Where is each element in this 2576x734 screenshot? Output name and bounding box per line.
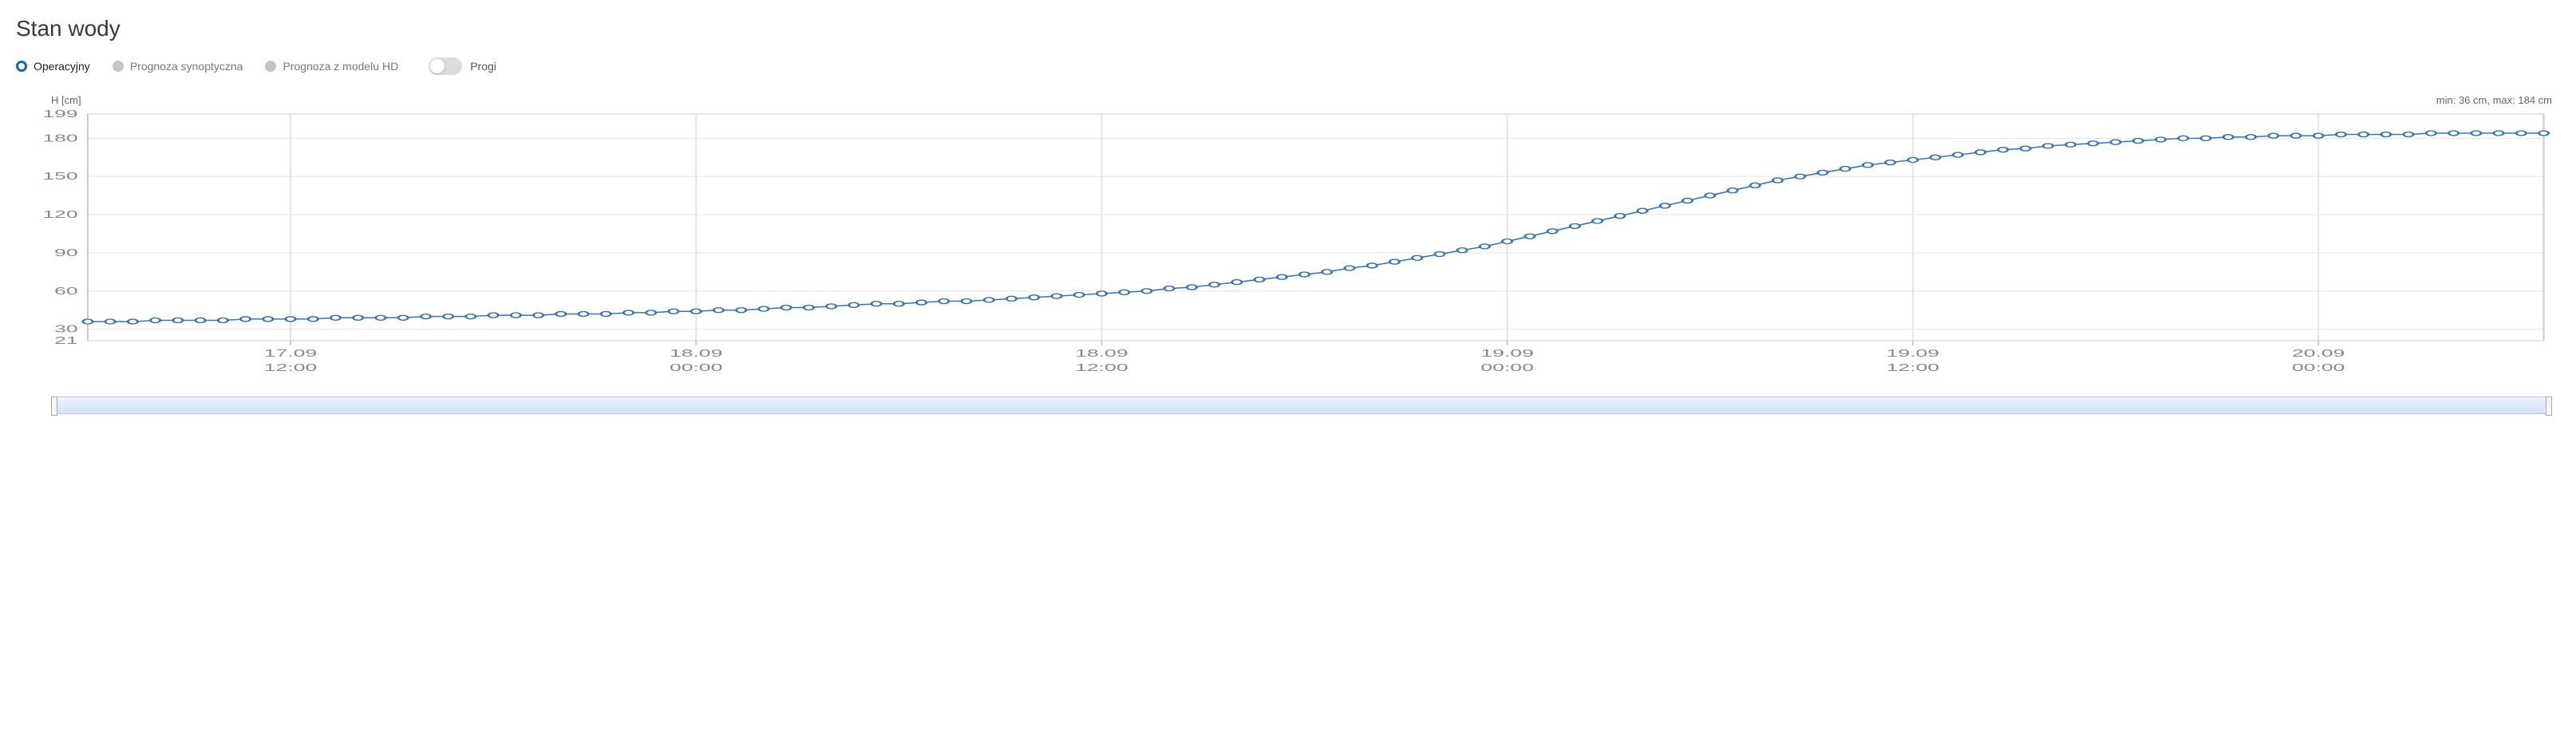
svg-text:00:00: 00:00	[1481, 362, 1534, 373]
range-handle-right[interactable]	[2546, 397, 2552, 416]
legend-item-model-hd[interactable]: Prognoza z modelu HD	[265, 60, 398, 73]
legend-label: Prognoza z modelu HD	[282, 60, 398, 73]
svg-text:90: 90	[54, 247, 78, 258]
svg-text:12:00: 12:00	[1887, 362, 1939, 373]
legend-label: Operacyjny	[34, 60, 90, 73]
line-chart: 2130 60 90 120 150 180 199 17.09 12:00 18.09 00:00…	[16, 109, 2560, 381]
svg-text:150: 150	[42, 171, 77, 182]
svg-text:00:00: 00:00	[2292, 362, 2345, 373]
svg-text:00:00: 00:00	[670, 362, 722, 373]
svg-text:18.09: 18.09	[670, 348, 722, 359]
range-handle-left[interactable]	[51, 397, 57, 416]
page-title: Stan wody	[16, 16, 2560, 41]
svg-text:21: 21	[54, 335, 78, 346]
legend-row: Operacyjny Prognoza synoptyczna Prognoza…	[16, 57, 2560, 75]
y-axis-label: H [cm]	[51, 94, 81, 106]
svg-text:12:00: 12:00	[264, 362, 317, 373]
svg-text:30: 30	[54, 323, 78, 334]
svg-text:17.09: 17.09	[264, 348, 317, 359]
circle-icon	[16, 61, 27, 72]
circle-icon	[265, 61, 276, 72]
svg-text:60: 60	[54, 286, 78, 297]
chart-stats: min: 36 cm, max: 184 cm	[2436, 94, 2552, 106]
svg-text:18.09: 18.09	[1075, 348, 1128, 359]
legend-item-synoptyczna[interactable]: Prognoza synoptyczna	[113, 60, 243, 73]
chart-svg: 2130 60 90 120 150 180 199 17.09 12:00 18.09 00:00…	[16, 109, 2560, 381]
svg-text:20.09: 20.09	[2292, 348, 2345, 359]
toggle-label: Progi	[470, 60, 496, 73]
svg-text:199: 199	[42, 109, 77, 120]
svg-text:12:00: 12:00	[1075, 362, 1128, 373]
chart-header: H [cm] min: 36 cm, max: 184 cm	[16, 94, 2560, 109]
toggle-progi-wrap: Progi	[429, 57, 496, 75]
svg-text:120: 120	[42, 209, 77, 220]
svg-text:180: 180	[42, 132, 77, 144]
legend-label: Prognoza synoptyczna	[130, 60, 243, 73]
toggle-knob-icon	[430, 59, 444, 73]
svg-text:19.09: 19.09	[1481, 348, 1534, 359]
circle-icon	[113, 61, 124, 72]
svg-text:19.09: 19.09	[1887, 348, 1939, 359]
legend-item-operacyjny[interactable]: Operacyjny	[16, 60, 90, 73]
range-selector[interactable]	[51, 397, 2552, 414]
toggle-progi[interactable]	[429, 57, 462, 75]
